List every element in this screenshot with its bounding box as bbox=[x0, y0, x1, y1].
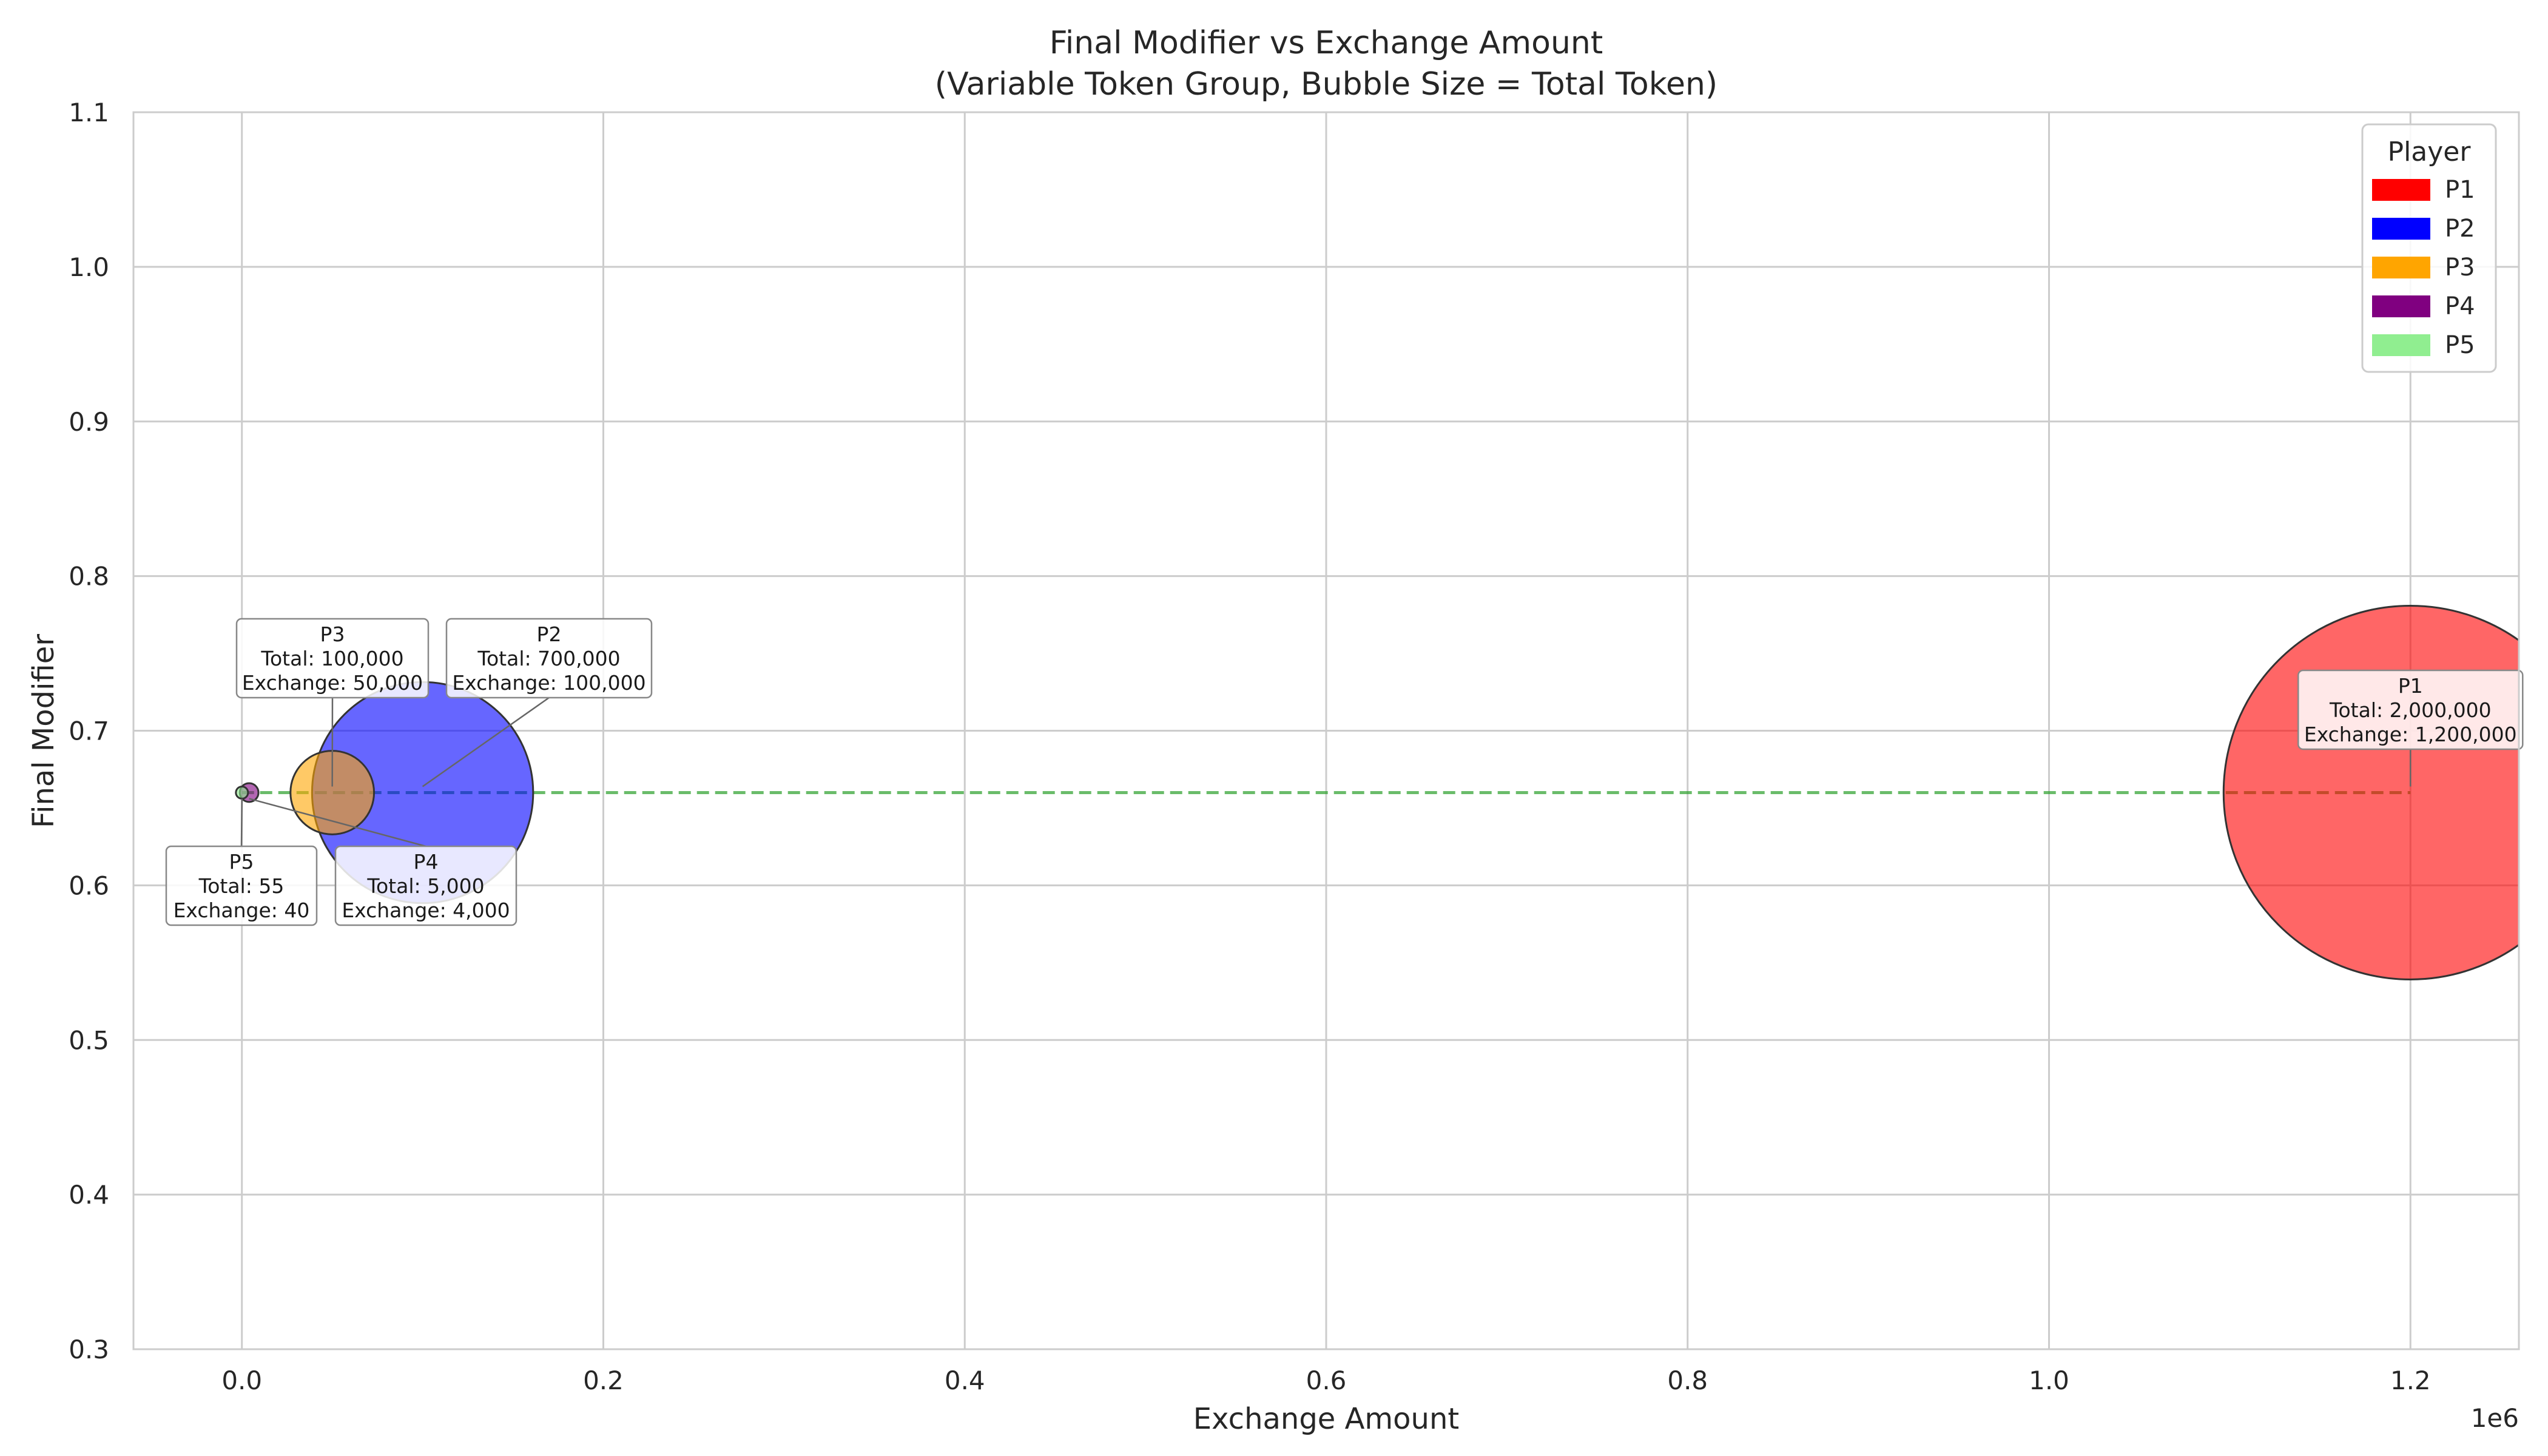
annotation-line: Total: 2,000,000 bbox=[2329, 698, 2492, 722]
y-tick-label: 0.6 bbox=[69, 871, 109, 900]
x-offset-label: 1e6 bbox=[2471, 1403, 2519, 1433]
legend-label-p4: P4 bbox=[2445, 292, 2475, 320]
x-tick-label: 0.0 bbox=[221, 1366, 262, 1395]
annotation-line: P2 bbox=[537, 622, 562, 646]
legend-swatch-p2 bbox=[2372, 218, 2430, 240]
x-tick-label: 0.4 bbox=[945, 1366, 985, 1395]
legend-label-p3: P3 bbox=[2445, 254, 2475, 281]
legend-swatch-p3 bbox=[2372, 257, 2430, 278]
legend-label-p5: P5 bbox=[2445, 331, 2475, 359]
annotation-box bbox=[445, 618, 653, 699]
y-tick-label: 0.5 bbox=[69, 1025, 109, 1055]
annotation-pointer bbox=[249, 798, 426, 848]
y-tick-label: 0.4 bbox=[69, 1180, 109, 1210]
plot-frame bbox=[132, 111, 2520, 1350]
annotation-line: P4 bbox=[414, 850, 439, 874]
annotation-line: Total: 100,000 bbox=[260, 647, 403, 670]
chart-title: Final Modifier vs Exchange Amount bbox=[1050, 25, 1603, 61]
bubble-p5 bbox=[235, 785, 249, 800]
annotation-line: Exchange: 1,200,000 bbox=[2304, 723, 2517, 746]
annotation-box bbox=[235, 618, 430, 699]
legend-swatch-p5 bbox=[2372, 334, 2430, 356]
chart-subtitle: (Variable Token Group, Bubble Size = Tot… bbox=[935, 66, 1717, 103]
x-tick-label: 1.0 bbox=[2029, 1366, 2069, 1395]
y-tick-label: 0.9 bbox=[69, 407, 109, 437]
annotation-line: P1 bbox=[2398, 674, 2423, 698]
annotation-line: Total: 5,000 bbox=[366, 874, 484, 898]
y-tick-labels: 0.3 0.4 0.5 0.6 0.7 0.8 0.9 1.0 1.1 bbox=[69, 98, 109, 1364]
annotation-box bbox=[334, 845, 517, 926]
annotation-pointer bbox=[422, 696, 550, 787]
legend: Player P1 P2 P3 P4 P5 bbox=[2361, 123, 2497, 373]
legend-title: Player bbox=[2388, 136, 2472, 167]
annotation-line: Exchange: 40 bbox=[174, 898, 310, 922]
annotation-box bbox=[2297, 669, 2524, 750]
y-tick-label: 0.8 bbox=[69, 562, 109, 592]
legend-label-p2: P2 bbox=[2445, 215, 2475, 243]
legend-swatch-p1 bbox=[2372, 179, 2430, 201]
annotation-line: Exchange: 50,000 bbox=[242, 671, 423, 695]
x-tick-labels: 0.0 0.2 0.4 0.6 0.8 1.0 1.2 bbox=[221, 1366, 2430, 1395]
x-tick-label: 0.8 bbox=[1667, 1366, 1708, 1395]
annotation-line: Exchange: 4,000 bbox=[342, 898, 510, 922]
annotation-pointer bbox=[240, 798, 243, 847]
legend-label-p1: P1 bbox=[2445, 176, 2475, 204]
annotation-line: Exchange: 100,000 bbox=[452, 671, 645, 695]
annotation-line: Total: 55 bbox=[198, 874, 285, 898]
annotation-pointers bbox=[240, 696, 2412, 848]
y-tick-label: 0.7 bbox=[69, 716, 109, 746]
x-tick-label: 0.6 bbox=[1306, 1366, 1347, 1395]
annotation-line: P5 bbox=[229, 850, 254, 874]
x-axis-label: Exchange Amount bbox=[1193, 1402, 1459, 1436]
y-axis-label: Final Modifier bbox=[27, 634, 61, 828]
legend-swatch-p4 bbox=[2372, 295, 2430, 317]
annotation-line: Total: 700,000 bbox=[477, 647, 620, 670]
y-tick-label: 1.0 bbox=[69, 252, 109, 282]
x-tick-label: 1.2 bbox=[2390, 1366, 2431, 1395]
annotation-line: P3 bbox=[320, 622, 345, 646]
y-tick-label: 1.1 bbox=[69, 98, 109, 127]
x-tick-label: 0.2 bbox=[583, 1366, 624, 1395]
y-tick-label: 0.3 bbox=[69, 1335, 109, 1364]
annotation-box bbox=[165, 845, 318, 926]
